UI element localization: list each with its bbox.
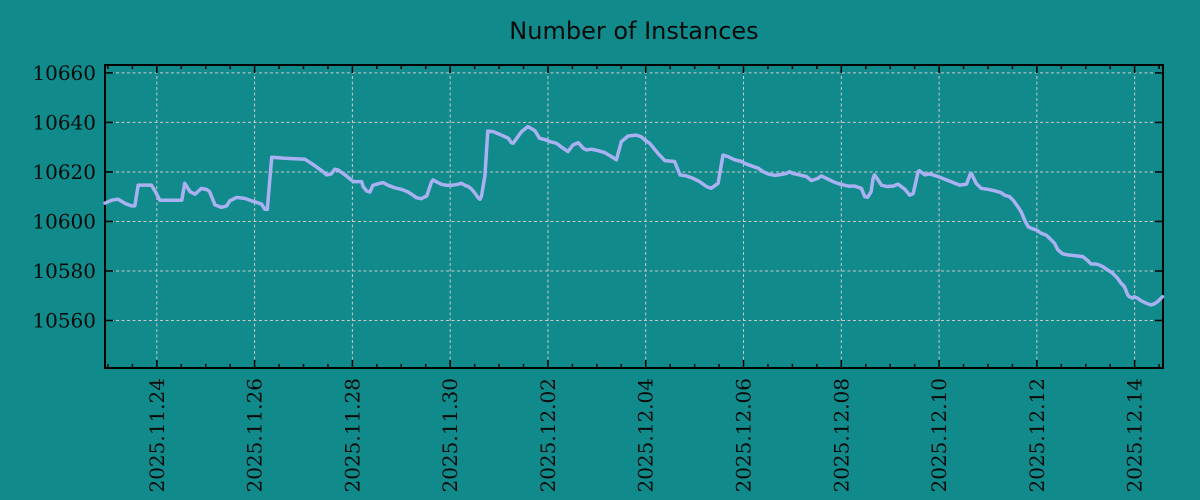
x-tick-label: 2025.12.14 — [1123, 378, 1147, 493]
y-tick-label: 10560 — [32, 308, 96, 332]
x-tick-label: 2025.11.24 — [145, 378, 169, 493]
x-tick-label: 2025.11.30 — [438, 378, 462, 493]
x-tick-label: 2025.12.02 — [536, 378, 560, 493]
y-tick-label: 10660 — [32, 61, 96, 85]
y-tick-label: 10640 — [32, 110, 96, 134]
plot-area: 10560 10580 10600 10620 10640 10660 2025.11.24… — [32, 61, 1165, 493]
plot-border — [104, 64, 1164, 369]
x-tick-label: 2025.12.08 — [829, 378, 853, 493]
y-tick-label: 10580 — [32, 259, 96, 283]
x-tick-label: 2025.12.12 — [1025, 378, 1049, 493]
series-line — [103, 124, 1165, 307]
x-tick-label: 2025.12.06 — [732, 378, 756, 493]
chart-title: Number of Instances — [509, 17, 758, 45]
x-tick-label: 2025.11.26 — [243, 378, 267, 493]
y-tick-label: 10600 — [32, 209, 96, 233]
x-tick-label: 2025.11.28 — [340, 378, 364, 493]
x-tick-label: 2025.12.04 — [634, 378, 658, 493]
y-tick-label: 10620 — [32, 160, 96, 184]
x-tick-label: 2025.12.10 — [927, 378, 951, 493]
